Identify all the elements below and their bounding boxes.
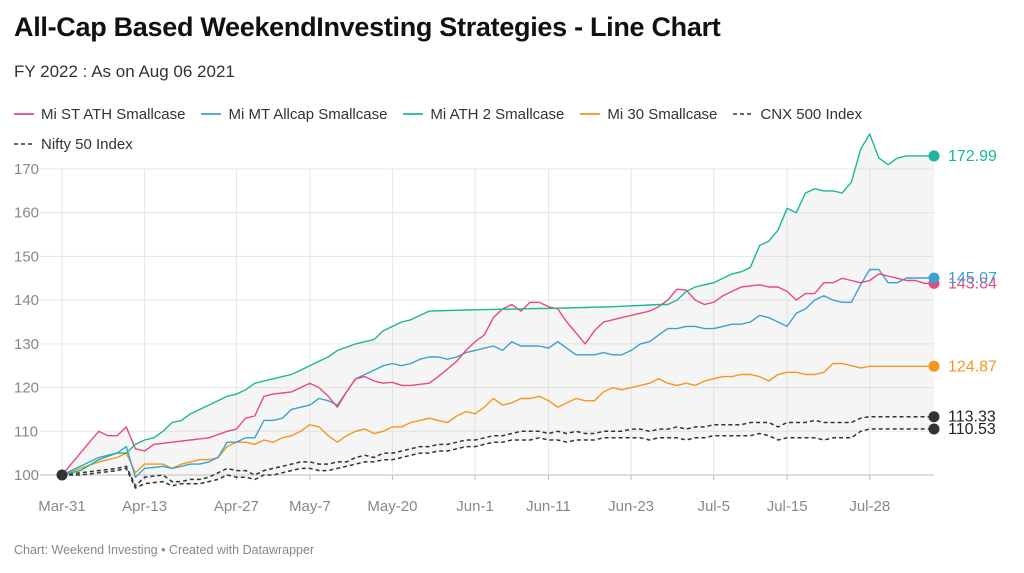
legend-item: Nifty 50 Index	[14, 129, 133, 159]
chart-subtitle: FY 2022 : As on Aug 06 2021	[14, 62, 235, 81]
legend-label: Mi MT Allcap Smallcase	[228, 105, 388, 123]
x-tick-label: Jul-28	[849, 498, 890, 515]
legend-swatch	[14, 113, 34, 115]
x-tick-label: May-20	[367, 498, 417, 515]
legend-label: CNX 500 Index	[760, 105, 863, 123]
series-end-marker	[928, 272, 940, 284]
y-tick-label: 140	[14, 292, 39, 309]
x-tick-label: Apr-27	[214, 498, 259, 515]
series-end-label: 143.84	[948, 275, 997, 292]
series-end-marker	[928, 360, 940, 372]
legend-item: Mi ST ATH Smallcase	[14, 99, 185, 129]
x-tick-label: Apr-13	[122, 498, 167, 515]
legend-swatch	[580, 113, 601, 115]
series-line-0	[61, 273, 934, 476]
series-line-1	[61, 268, 934, 478]
legend-label: Mi ST ATH Smallcase	[41, 105, 186, 123]
y-tick-label: 100	[14, 467, 39, 484]
legend-swatch	[733, 113, 754, 115]
x-tick-label: Jun-1	[456, 498, 494, 515]
y-tick-label: 130	[14, 336, 39, 353]
legend-swatch	[201, 113, 222, 115]
range-band	[62, 134, 934, 489]
line-chart: 100 110 120 130 140 150 160 170 Mar-31 Apr-13 Apr-…	[14, 133, 997, 515]
series-line-5	[62, 428, 934, 489]
x-tick-label: Jul-5	[697, 498, 730, 515]
series-end-label: 172.99	[948, 148, 997, 165]
series-end-label: 113.33	[948, 409, 996, 426]
series-end-marker	[928, 423, 940, 435]
x-tick-label: Jun-23	[608, 498, 654, 515]
x-tick-label: Jun-11	[526, 498, 571, 515]
x-tick-label: Mar-31	[38, 498, 86, 515]
x-tick-label: Jul-15	[767, 498, 808, 515]
y-tick-label: 160	[14, 205, 39, 222]
legend-item: CNX 500 Index	[733, 99, 862, 129]
legend-swatch	[14, 143, 34, 145]
legend-swatch	[403, 113, 424, 115]
x-tick-label: May-7	[289, 498, 331, 515]
y-tick-label: 120	[14, 380, 39, 397]
y-tick-label: 150	[14, 248, 39, 265]
start-marker	[56, 469, 68, 481]
series-end-marker	[928, 150, 940, 162]
chart-legend: Mi ST ATH Smallcase Mi MT Allcap Smallcas…	[14, 99, 974, 159]
series-end-label: 124.87	[948, 358, 997, 375]
legend-label: Mi 30 Smallcase	[607, 105, 718, 123]
legend-item: Mi ATH 2 Smallcase	[403, 99, 564, 129]
legend-item: Mi 30 Smallcase	[580, 99, 717, 129]
series-end-marker	[928, 411, 940, 423]
y-tick-label: 170	[14, 161, 39, 178]
series-end-label: 110.53	[948, 421, 996, 438]
series-line-4	[61, 415, 934, 487]
legend-label: Mi ATH 2 Smallcase	[430, 105, 565, 123]
series-line-3	[61, 362, 934, 476]
legend-item: Mi MT Allcap Smallcase	[201, 99, 387, 129]
chart-title: All-Cap Based WeekendInvesting Strategie…	[14, 12, 721, 42]
series-line-2	[61, 133, 934, 476]
chart-footer: Chart: Weekend Investing • Created with …	[14, 543, 315, 557]
legend-label: Nifty 50 Index	[41, 135, 133, 153]
series-end-label: 145.07	[948, 270, 997, 287]
y-tick-label: 110	[14, 423, 38, 440]
